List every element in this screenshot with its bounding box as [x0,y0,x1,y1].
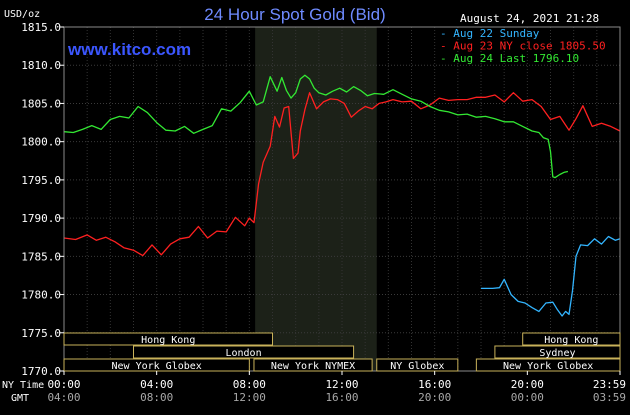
series-line-1 [481,235,621,317]
legend-entry: - Aug 24 Last 1796.10 [440,52,579,65]
x-tick-label-ny: 16:00 [418,378,451,391]
session-label: New York Globex [112,361,202,372]
y-tick-label: 1795.0 [21,174,61,187]
y-tick-label: 1800.0 [21,136,61,149]
legend-entry: - Aug 22 Sunday [440,27,540,40]
x-tick-label-gmt: 00:00 [511,391,544,404]
x-tick-label-ny: 04:00 [140,378,173,391]
y-tick-label: 1775.0 [21,327,61,340]
session-label: Sydney [539,348,575,359]
session-box [475,358,621,372]
ny-time-label: NY Time [2,380,44,391]
x-tick-label-ny: 23:59 [593,378,626,391]
session-box [494,345,621,359]
x-tick-label-gmt: 16:00 [325,391,358,404]
nymex-shade [255,27,377,371]
session-box [376,358,459,372]
session-label: London [225,348,261,359]
session-box [522,332,621,346]
session-box [253,358,373,372]
watermark: www.kitco.com [67,40,191,59]
session-label: Hong Kong [544,335,598,346]
x-tick-label-gmt: 20:00 [418,391,451,404]
x-tick-label-ny: 00:00 [47,378,80,391]
y-tick-label: 1815.0 [21,21,61,34]
session-label: New York Globex [503,361,593,372]
series-line-2 [63,92,621,257]
y-tick-label: 1770.0 [21,365,61,378]
x-tick-label-gmt: 04:00 [47,391,80,404]
legend: - Aug 22 Sunday- Aug 23 NY close 1805.50… [440,27,606,65]
gmt-label: GMT [11,393,29,404]
legend-entry: - Aug 23 NY close 1805.50 [440,40,606,53]
session-label: Hong Kong [141,335,195,346]
session-label: New York NYMEX [271,361,355,372]
x-tick-label-gmt: 08:00 [140,391,173,404]
y-tick-label: 1810.0 [21,59,61,72]
session-box [63,332,273,346]
y-tick-label: 1790.0 [21,212,61,225]
session-label: NY Globex [390,361,444,372]
chart-title: 24 Hour Spot Gold (Bid) [204,5,385,24]
chart-datetime: August 24, 2021 21:28 [460,12,599,25]
y-tick-label: 1785.0 [21,250,61,263]
x-tick-label-gmt: 03:59 [593,391,626,404]
session-box [133,345,355,359]
x-tick-label-ny: 20:00 [511,378,544,391]
y-tick-label: 1805.0 [21,97,61,110]
y-tick-label: 1780.0 [21,289,61,302]
x-tick-label-ny: 08:00 [233,378,266,391]
x-tick-label-ny: 12:00 [325,378,358,391]
series-line-3 [63,74,569,179]
unit-label: USD/oz [4,9,40,20]
x-tick-label-gmt: 12:00 [233,391,266,404]
